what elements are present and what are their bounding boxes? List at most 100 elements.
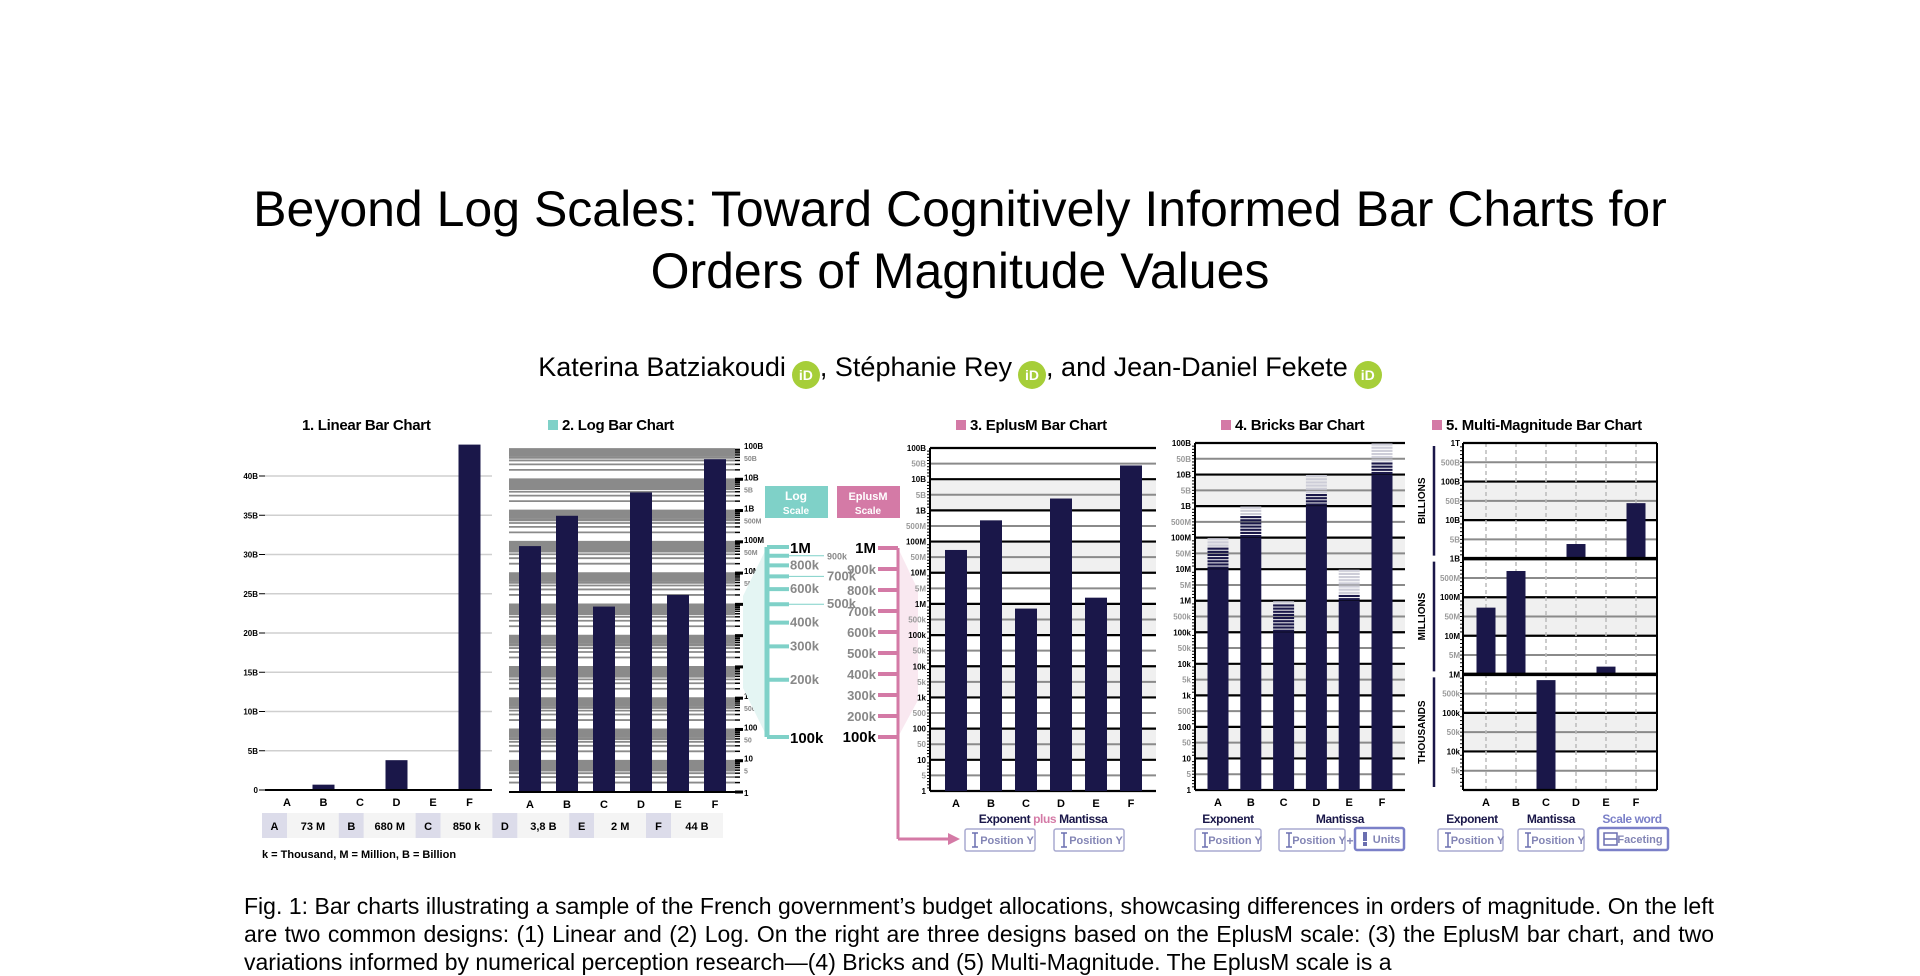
tick-label: 1M bbox=[1449, 670, 1460, 679]
brick-B bbox=[1240, 526, 1261, 528]
tick-label: 5k bbox=[1451, 767, 1460, 776]
decade-label: 100 bbox=[913, 725, 927, 734]
brick-F bbox=[1372, 469, 1393, 471]
encoding-label: Mantissa bbox=[1527, 812, 1576, 826]
bar-C bbox=[1273, 632, 1294, 790]
value-text: 3,8 B bbox=[530, 821, 556, 833]
decade-label: 10k bbox=[913, 662, 927, 671]
units-icon bbox=[1363, 842, 1367, 846]
brick-A bbox=[1208, 554, 1229, 556]
box-label: EplusM bbox=[848, 491, 887, 503]
channel-label: Position Y bbox=[1069, 835, 1123, 847]
brick-D bbox=[1306, 488, 1327, 490]
tick-label: 100k bbox=[1442, 709, 1460, 718]
brick-B bbox=[1240, 510, 1261, 512]
brick-D bbox=[1306, 475, 1327, 477]
bar-B bbox=[980, 520, 1002, 791]
brick-A bbox=[1208, 541, 1229, 543]
decade-label: 1M bbox=[915, 600, 926, 609]
value-text: 73 M bbox=[301, 821, 325, 833]
log-scale-label: 900k bbox=[827, 552, 848, 562]
half-label: 500M bbox=[1171, 518, 1191, 527]
unit-note: k = Thousand, M = Million, B = Billion bbox=[262, 849, 456, 861]
category-label: C bbox=[356, 797, 364, 809]
value-key-label: B bbox=[347, 821, 355, 833]
encoding-exponent: Exponent bbox=[979, 812, 1031, 826]
decade-label: 100M bbox=[744, 536, 764, 545]
decade-label: 100k bbox=[1173, 628, 1191, 637]
tick-label: 5B bbox=[248, 747, 258, 756]
decade-label: 10k bbox=[1178, 660, 1192, 669]
brick-A bbox=[1208, 551, 1229, 553]
tick-label: 5M bbox=[1449, 651, 1460, 660]
brick-E bbox=[1339, 595, 1360, 597]
decade-label: 1B bbox=[744, 505, 754, 514]
channel-label: Position Y bbox=[1531, 835, 1585, 847]
brick-C bbox=[1273, 626, 1294, 628]
bar-A bbox=[1208, 569, 1229, 790]
brick-E bbox=[1339, 570, 1360, 572]
half-label: 5 bbox=[744, 769, 748, 776]
log-scale-label: 800k bbox=[790, 557, 820, 572]
brick-E bbox=[1339, 585, 1360, 587]
bar-B bbox=[556, 516, 578, 792]
decade-label: 10M bbox=[910, 569, 926, 578]
decade-label: 1k bbox=[1182, 691, 1191, 700]
encoding-mantissa: Mantissa bbox=[1059, 812, 1108, 826]
category-label: C bbox=[1022, 798, 1030, 810]
category-label: A bbox=[952, 798, 960, 810]
decade-label: 10 bbox=[917, 756, 926, 765]
brick-A bbox=[1208, 557, 1229, 559]
decade-label: 100k bbox=[908, 631, 926, 640]
half-label: 5M bbox=[1180, 581, 1191, 590]
value-text: 680 M bbox=[375, 821, 406, 833]
decade-label: 1B bbox=[1181, 502, 1191, 511]
category-label: E bbox=[429, 797, 436, 809]
tick-label: 5B bbox=[1450, 535, 1460, 544]
bar-A bbox=[1477, 608, 1496, 675]
channel-label: Units bbox=[1373, 834, 1401, 846]
legend-square bbox=[1221, 420, 1231, 430]
bar-D bbox=[1050, 499, 1072, 791]
brick-A bbox=[1208, 560, 1229, 562]
brick-D bbox=[1306, 481, 1327, 483]
value-text: 2 M bbox=[611, 821, 629, 833]
encoding-label: Exponent bbox=[1446, 812, 1498, 826]
channel-label: Position Y bbox=[1292, 835, 1346, 847]
value-key-label: E bbox=[578, 821, 585, 833]
brick-D bbox=[1306, 497, 1327, 499]
chart-title: 2. Log Bar Chart bbox=[562, 417, 674, 434]
category-label: E bbox=[1602, 797, 1609, 809]
units-icon bbox=[1363, 832, 1367, 841]
brick-F bbox=[1372, 472, 1393, 474]
eplusm-scale-label: 1M bbox=[855, 540, 876, 557]
half-label: 50 bbox=[744, 737, 752, 744]
brick-C bbox=[1273, 617, 1294, 619]
legend-square bbox=[548, 420, 558, 430]
brick-D bbox=[1306, 494, 1327, 496]
tick-label: 10B bbox=[243, 708, 258, 717]
bar-E bbox=[667, 595, 689, 792]
half-label: 5k bbox=[917, 678, 926, 687]
log-scale-label: 100k bbox=[790, 730, 824, 747]
category-label: F bbox=[712, 799, 719, 811]
brick-B bbox=[1240, 532, 1261, 534]
tick-label: 0 bbox=[254, 786, 259, 795]
half-label: 5 bbox=[1187, 770, 1192, 779]
decade-label: 1B bbox=[916, 506, 926, 515]
brick-B bbox=[1240, 516, 1261, 518]
category-label: F bbox=[1128, 798, 1135, 810]
legend-square bbox=[956, 420, 966, 430]
category-label: B bbox=[563, 799, 571, 811]
tick-label: 40B bbox=[243, 472, 258, 481]
brick-B bbox=[1240, 522, 1261, 524]
tick-label: 10k bbox=[1447, 747, 1461, 756]
brick-E bbox=[1339, 592, 1360, 594]
category-label: A bbox=[1482, 797, 1490, 809]
brick-C bbox=[1273, 604, 1294, 606]
decade-label: 100M bbox=[1171, 534, 1191, 543]
decade-label: 1 bbox=[744, 789, 749, 798]
encoding-label: Exponent bbox=[1202, 812, 1254, 826]
decade-label: 10B bbox=[1176, 471, 1191, 480]
half-label: 5B bbox=[1181, 486, 1191, 495]
